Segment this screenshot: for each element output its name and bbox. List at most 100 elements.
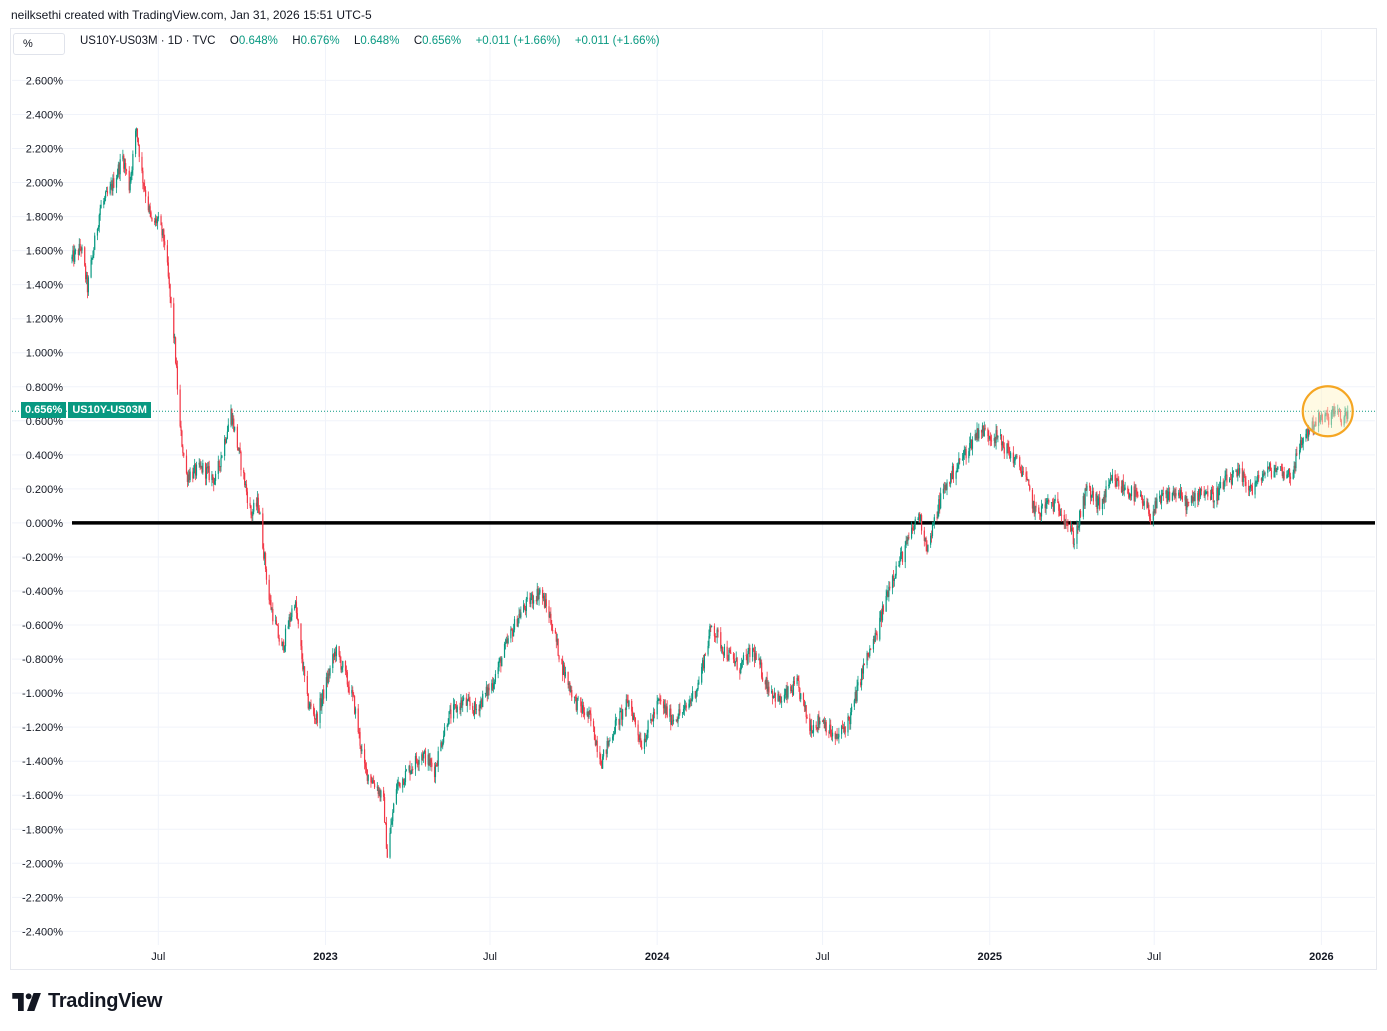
- candle-body: [428, 754, 430, 766]
- candle-body: [707, 645, 709, 655]
- candle-body: [511, 629, 513, 631]
- candle-body: [1191, 495, 1193, 502]
- candle-body: [747, 650, 749, 664]
- candle-body: [1102, 498, 1104, 503]
- candle-body: [1242, 472, 1244, 482]
- candle-body: [467, 698, 469, 701]
- candle-body: [219, 466, 221, 468]
- candle-body: [302, 659, 304, 670]
- y-tick-label: -1.800%: [22, 824, 63, 836]
- candle-body: [377, 786, 379, 795]
- candle-body: [1022, 471, 1024, 473]
- candle-body: [838, 734, 840, 738]
- candle-body: [460, 700, 462, 711]
- candle-body: [1143, 501, 1145, 506]
- candle-body: [879, 617, 881, 640]
- candle-body: [1306, 429, 1308, 434]
- candle-body: [113, 178, 115, 188]
- candle-body: [676, 719, 678, 722]
- candle-body: [981, 425, 984, 433]
- candle-body: [612, 736, 614, 740]
- candle-body: [300, 623, 302, 647]
- candle-body: [590, 713, 592, 722]
- candle-body: [150, 212, 152, 218]
- candle-body: [849, 719, 851, 725]
- candle-body: [781, 701, 783, 703]
- candle-body: [643, 738, 646, 749]
- candle-body: [141, 156, 143, 171]
- y-tick-label: 2.200%: [26, 144, 64, 156]
- candle-body: [378, 790, 380, 795]
- candle-body: [895, 565, 897, 576]
- candle-body: [993, 438, 995, 441]
- candle-body: [1181, 495, 1183, 501]
- candle-body: [481, 699, 483, 708]
- candle-body: [437, 751, 439, 766]
- candle-body: [192, 471, 194, 479]
- candle-body: [221, 455, 223, 458]
- candle-body: [277, 625, 279, 638]
- tradingview-brand: TradingView: [48, 990, 163, 1012]
- candle-body: [595, 740, 597, 746]
- candle-body: [1280, 466, 1283, 468]
- candle-body: [135, 128, 138, 131]
- candle-body: [646, 732, 648, 739]
- candle-body: [1245, 481, 1247, 486]
- candle-body: [957, 465, 959, 468]
- legend-symbol[interactable]: US10Y-US03M · 1D · TVC: [80, 35, 216, 47]
- candle-body: [1249, 488, 1251, 491]
- candle-body: [404, 770, 407, 783]
- candle-body: [1147, 504, 1149, 508]
- candle-body: [835, 733, 837, 739]
- legend: US10Y-US03M · 1D · TVC O0.648% H0.676% L…: [80, 35, 660, 47]
- candle-body: [1156, 498, 1158, 509]
- candle-body: [84, 247, 86, 266]
- candle-body: [513, 629, 515, 637]
- candle-body: [842, 727, 845, 729]
- candle-body: [931, 525, 934, 536]
- candle-body: [816, 728, 818, 729]
- candle-body: [144, 186, 146, 191]
- candle-body: [1249, 484, 1252, 489]
- candle-body: [1148, 504, 1150, 514]
- candle-body: [536, 588, 538, 602]
- candle-body: [626, 699, 628, 702]
- candle-body: [889, 586, 891, 589]
- candle-body: [619, 711, 621, 725]
- candle-body: [130, 173, 132, 182]
- candle-body: [87, 277, 89, 293]
- candle-body: [647, 720, 649, 733]
- candle-body: [1192, 497, 1194, 502]
- candle-body: [328, 673, 330, 676]
- candle-body: [1086, 485, 1088, 491]
- candle-body: [1142, 503, 1144, 506]
- candle-body: [182, 446, 184, 453]
- candle-body: [315, 713, 318, 720]
- candle-body: [556, 638, 558, 642]
- candle-body: [236, 426, 238, 448]
- candle-body: [551, 623, 553, 631]
- candle-body: [755, 653, 757, 660]
- candle-body: [918, 513, 920, 520]
- tradingview-logo-icon: [12, 992, 41, 1011]
- candle-body: [690, 700, 692, 701]
- candle-body: [115, 177, 118, 188]
- candle-body: [732, 653, 735, 660]
- candle-body: [970, 439, 972, 443]
- candle-body: [1123, 489, 1125, 491]
- candle-body: [526, 597, 528, 599]
- candle-body: [1053, 500, 1055, 512]
- candle-body: [442, 742, 444, 747]
- unit-selector[interactable]: %: [13, 33, 65, 55]
- candle-body: [214, 481, 216, 485]
- candle-body: [867, 652, 869, 656]
- tradingview-logo[interactable]: TradingView: [12, 990, 162, 1013]
- candle-body: [251, 514, 253, 516]
- candle-body: [586, 711, 588, 716]
- candle-body: [606, 740, 608, 754]
- candle-body: [1313, 425, 1315, 430]
- candle-body: [703, 654, 706, 669]
- candle-body: [906, 540, 908, 542]
